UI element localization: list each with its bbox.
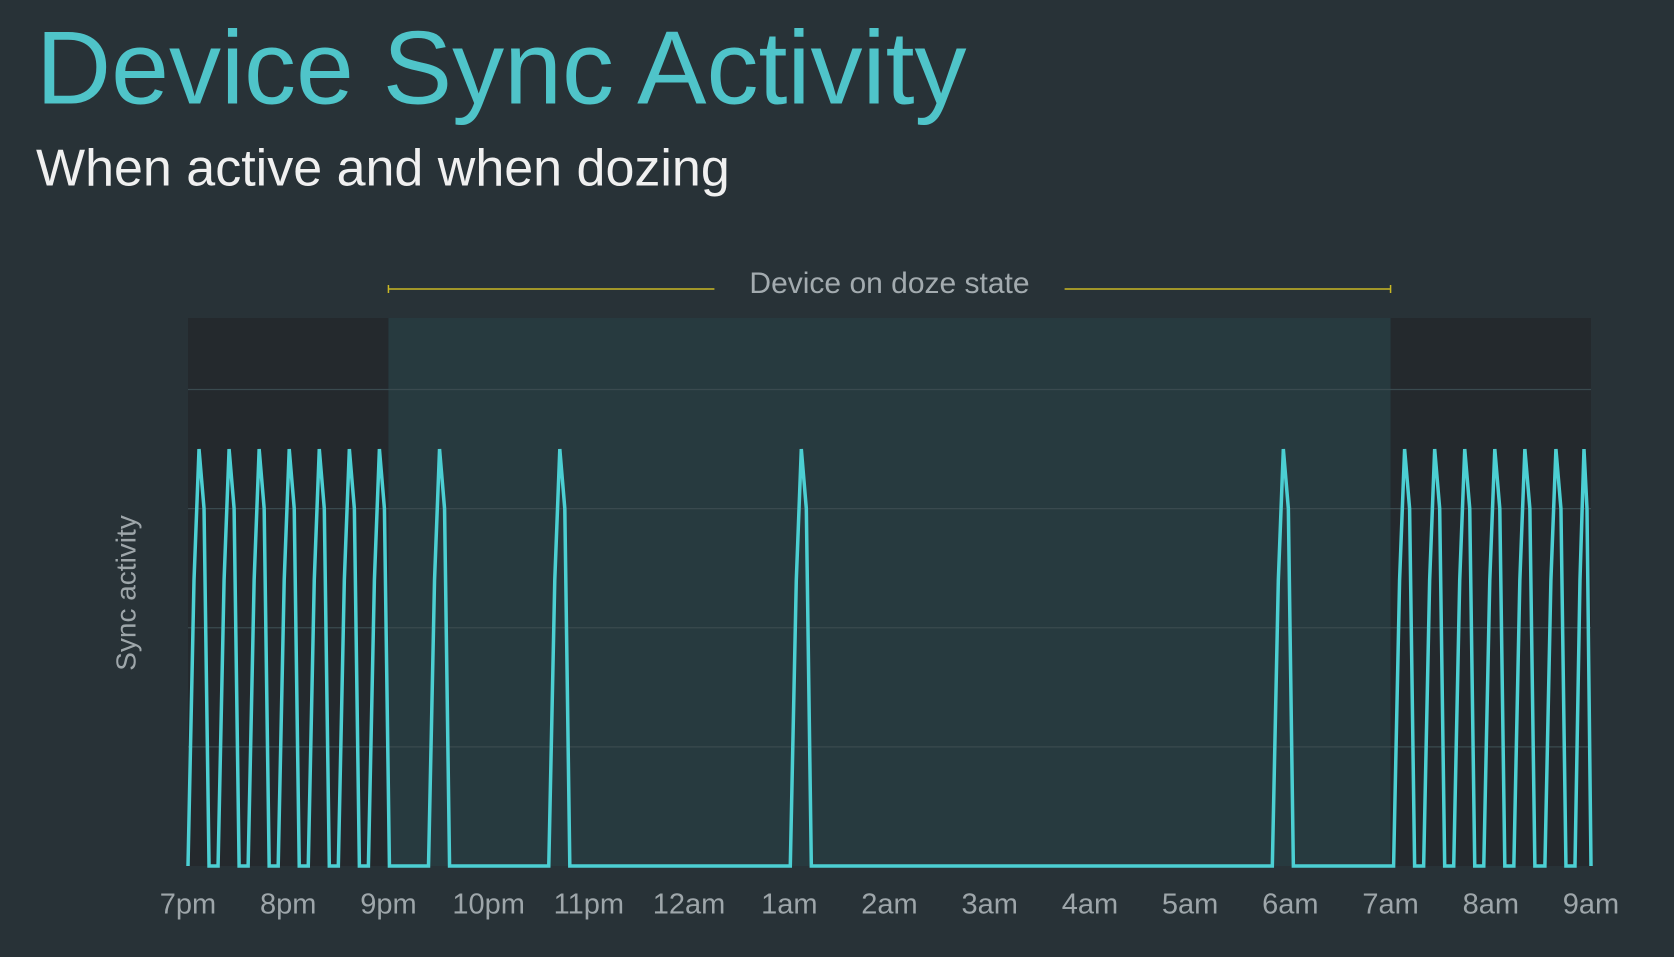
- x-tick-label: 9am: [1563, 889, 1619, 921]
- sync-line: [186, 448, 1593, 868]
- x-tick-label: 3am: [962, 889, 1018, 921]
- x-tick-label: 7pm: [160, 889, 216, 921]
- x-tick-label: 8pm: [260, 889, 316, 921]
- x-tick-label: 1am: [761, 889, 817, 921]
- x-tick-label: 12am: [653, 889, 726, 921]
- y-axis-label: Sync activity: [110, 515, 141, 671]
- x-tick-label: 11pm: [554, 889, 624, 921]
- chart-subtitle: When active and when dozing: [36, 140, 730, 198]
- x-tick-label: 8am: [1463, 889, 1519, 921]
- x-tick-label: 2am: [861, 889, 917, 921]
- x-tick-label: 4am: [1062, 889, 1118, 921]
- chart-title: Device Sync Activity: [36, 10, 967, 126]
- annotation-label: Device on doze state: [749, 267, 1029, 300]
- x-tick-label: 7am: [1362, 889, 1418, 921]
- doze-region: [388, 318, 1391, 866]
- x-tick-label: 9pm: [360, 889, 416, 921]
- x-tick-label: 10pm: [452, 889, 525, 921]
- x-tick-label: 6am: [1262, 889, 1318, 921]
- x-tick-label: 5am: [1162, 889, 1218, 921]
